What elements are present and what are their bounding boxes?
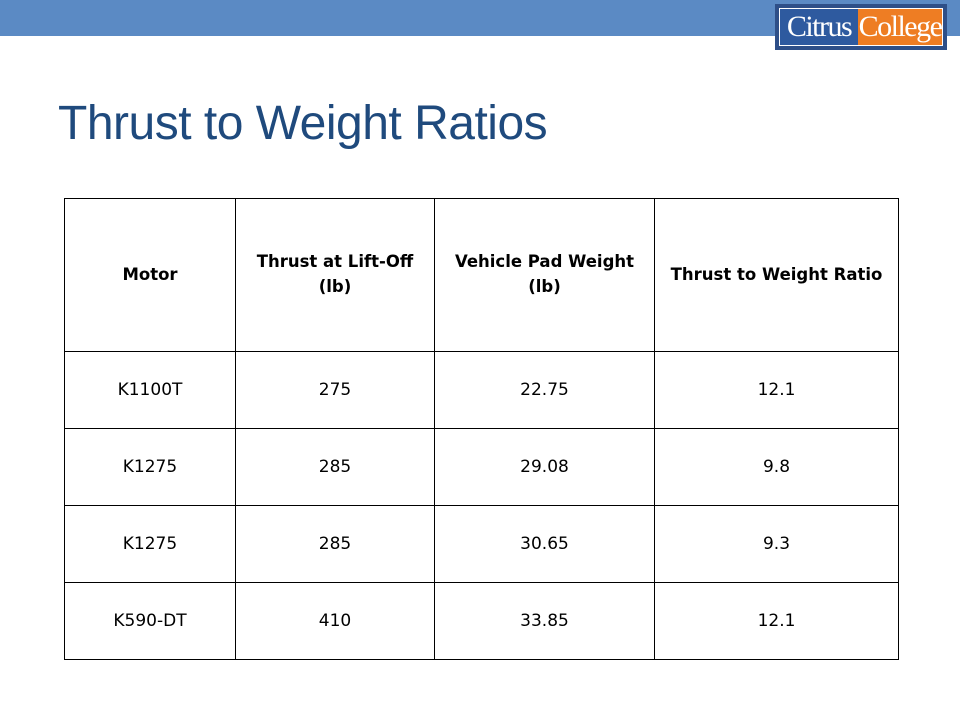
- table-row: K1100T 275 22.75 12.1: [64, 351, 899, 429]
- cell-pad-weight: 22.75: [434, 351, 655, 429]
- table-row: K590-DT 410 33.85 12.1: [64, 582, 899, 660]
- logo-text-college: College: [858, 9, 943, 45]
- column-header-thrust: Thrust at Lift-Off (lb): [235, 198, 435, 352]
- cell-motor: K590-DT: [64, 582, 236, 660]
- cell-ratio: 9.8: [654, 428, 899, 506]
- page-title: Thrust to Weight Ratios: [58, 97, 548, 150]
- logo-text-citrus: Citrus: [780, 9, 858, 45]
- table-row: K1275 285 30.65 9.3: [64, 505, 899, 583]
- cell-ratio: 12.1: [654, 582, 899, 660]
- citrus-college-logo: Citrus College: [775, 4, 947, 50]
- cell-ratio: 12.1: [654, 351, 899, 429]
- cell-pad-weight: 29.08: [434, 428, 655, 506]
- table-header-row: Motor Thrust at Lift-Off (lb) Vehicle Pa…: [64, 198, 899, 352]
- cell-thrust: 410: [235, 582, 435, 660]
- cell-motor: K1275: [64, 428, 236, 506]
- cell-thrust: 285: [235, 428, 435, 506]
- table-row: K1275 285 29.08 9.8: [64, 428, 899, 506]
- cell-pad-weight: 33.85: [434, 582, 655, 660]
- cell-motor: K1275: [64, 505, 236, 583]
- cell-ratio: 9.3: [654, 505, 899, 583]
- thrust-ratio-table: Motor Thrust at Lift-Off (lb) Vehicle Pa…: [64, 198, 899, 660]
- logo-frame: Citrus College: [779, 8, 943, 46]
- cell-thrust: 275: [235, 351, 435, 429]
- cell-thrust: 285: [235, 505, 435, 583]
- column-header-ratio: Thrust to Weight Ratio: [654, 198, 899, 352]
- column-header-pad-weight: Vehicle Pad Weight (lb): [434, 198, 655, 352]
- cell-pad-weight: 30.65: [434, 505, 655, 583]
- column-header-motor: Motor: [64, 198, 236, 352]
- cell-motor: K1100T: [64, 351, 236, 429]
